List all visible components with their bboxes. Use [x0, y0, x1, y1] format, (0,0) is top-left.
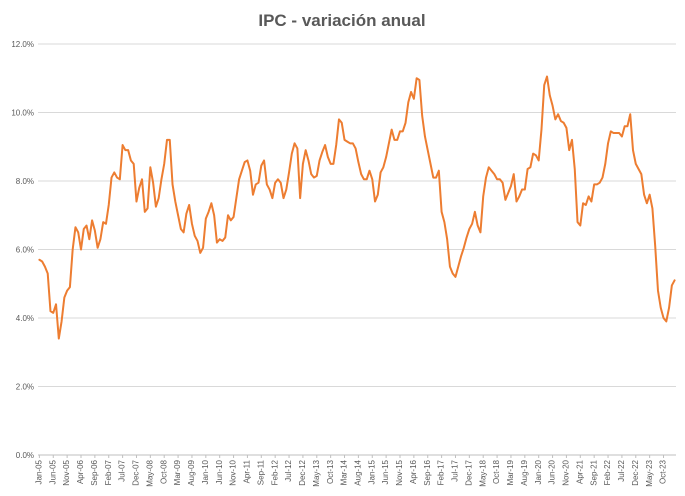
x-tick-label: Sep-21: [589, 459, 598, 485]
x-tick-label: Jul-22: [617, 459, 626, 481]
x-tick-label: Oct-08: [159, 459, 168, 484]
x-tick-label: Jan-05: [34, 459, 43, 484]
x-tick-label: Feb-17: [437, 459, 446, 485]
x-tick-label: May-08: [145, 459, 154, 486]
x-tick-label: Oct-13: [326, 459, 335, 484]
x-tick-label: Apr-06: [76, 459, 85, 484]
x-tick-label: Feb-12: [270, 459, 279, 485]
x-tick-label: Jul-12: [284, 459, 293, 481]
x-tick-label: Jun-15: [381, 459, 390, 484]
x-tick-label: Oct-23: [659, 459, 668, 484]
x-tick-label: Jun-10: [215, 459, 224, 484]
x-tick-label: Nov-10: [229, 459, 238, 485]
y-tick-label: 4.0%: [16, 314, 34, 323]
grid-lines: [38, 43, 676, 456]
y-tick-label: 0.0%: [16, 451, 34, 460]
y-tick-label: 10.0%: [11, 109, 34, 118]
series-line-ipc: [38, 75, 676, 340]
y-axis-ticks: 0.0% 2.0% 4.0% 6.0% 8.0% 10.0% 12.0%: [11, 40, 34, 460]
x-tick-label: Dec-12: [298, 459, 307, 485]
x-tick-label: Sep-11: [256, 459, 265, 485]
x-tick-label: Jul-17: [451, 459, 460, 481]
x-tick-label: Jun-20: [548, 459, 557, 484]
series-layer: [38, 75, 676, 340]
x-tick-label: Mar-19: [506, 459, 515, 485]
x-tick-label: Jun-05: [48, 459, 57, 484]
chart-title: IPC - variación anual: [258, 11, 425, 30]
y-tick-label: 12.0%: [11, 40, 34, 49]
x-tick-label: Aug-09: [187, 459, 196, 485]
x-tick-label: Jan-20: [534, 459, 543, 484]
x-tick-label: Feb-22: [603, 459, 612, 485]
x-tick-label: Nov-20: [562, 459, 571, 485]
x-tick-label: May-18: [478, 459, 487, 486]
x-tick-label: Sep-06: [90, 459, 99, 485]
x-tick-label: Nov-15: [395, 459, 404, 485]
x-tick-label: Apr-11: [243, 459, 252, 483]
x-tick-label: Jan-15: [367, 459, 376, 484]
x-tick-label: May-13: [312, 459, 321, 486]
x-tick-label: Dec-07: [132, 459, 141, 485]
x-axis-ticks: Jan-05 Jun-05 Nov-05 Apr-06 Sep-06 Feb-07 Jul-…: [34, 455, 668, 487]
x-tick-label: Oct-18: [492, 459, 501, 484]
x-tick-label: Apr-21: [575, 459, 584, 484]
x-tick-label: Aug-14: [353, 459, 362, 485]
y-tick-label: 6.0%: [16, 246, 34, 255]
x-tick-label: Aug-19: [520, 459, 529, 485]
x-tick-label: Dec-22: [631, 459, 640, 485]
x-tick-label: Mar-14: [340, 459, 349, 485]
x-tick-label: Feb-07: [104, 459, 113, 485]
x-tick-label: Jan-10: [201, 459, 210, 484]
x-tick-label: Sep-16: [423, 459, 432, 485]
x-tick-label: Jul-07: [118, 459, 127, 481]
x-tick-label: Dec-17: [464, 459, 473, 485]
x-tick-label: Apr-16: [409, 459, 418, 484]
y-tick-label: 8.0%: [16, 177, 34, 186]
x-tick-label: May-23: [645, 459, 654, 486]
x-tick-label: Nov-05: [62, 459, 71, 485]
x-tick-label: Mar-09: [173, 459, 182, 485]
y-tick-label: 2.0%: [16, 383, 34, 392]
